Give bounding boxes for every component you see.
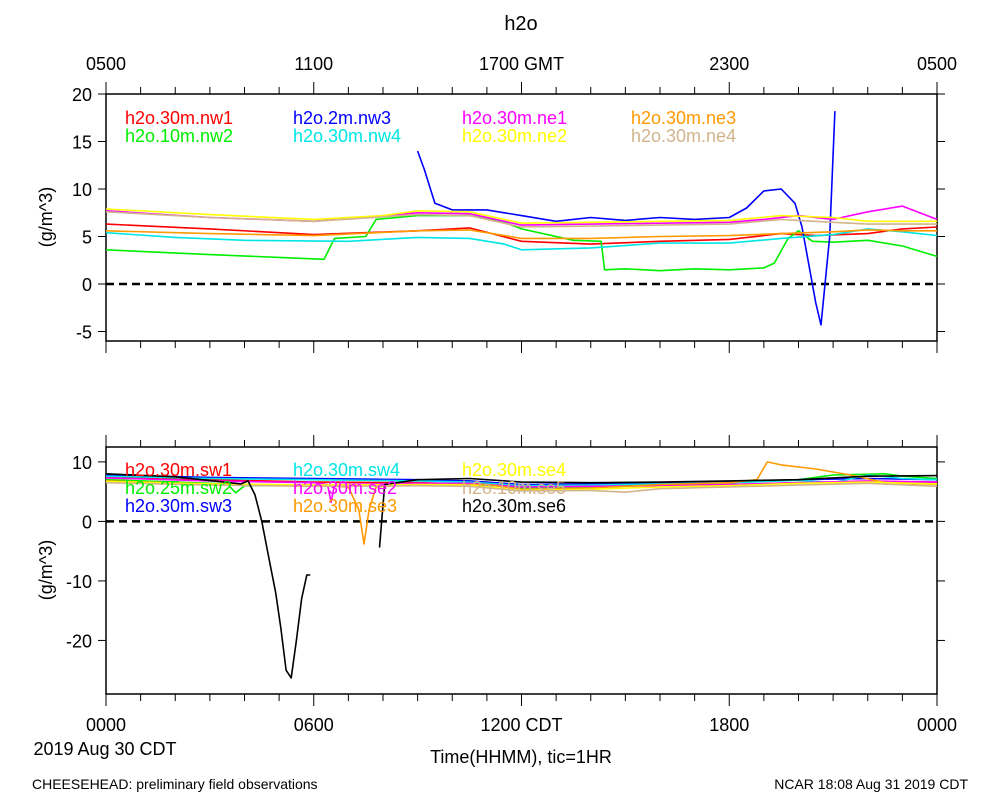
series-line-h2o.30m.nw1 xyxy=(105,223,938,245)
series-line-h2o.30m.nw4 xyxy=(105,228,938,251)
bottom-axis-tick-label: 1800 xyxy=(709,715,749,735)
footer-left: CHEESEHEAD: preliminary field observatio… xyxy=(32,776,318,792)
top-axis-tick-label: 0500 xyxy=(917,54,957,74)
y-tick-label: 0 xyxy=(82,512,92,532)
x-axis-label: Time(HHMM), tic=1HR xyxy=(430,747,612,767)
legend-entry-h2o.30m.sw1: h2o.30m.sw1 xyxy=(125,460,232,480)
legend-entry-h2o.30m.nw1: h2o.30m.nw1 xyxy=(125,108,233,128)
bottom-axis-tick-label: 1200 CDT xyxy=(480,715,562,735)
series-line-h2o.10m.nw2 xyxy=(105,214,938,272)
y-tick-label: -10 xyxy=(66,572,92,592)
top-axis-tick-label: 0500 xyxy=(86,54,126,74)
legend-entry-h2o.10m.nw2: h2o.10m.nw2 xyxy=(125,126,233,146)
y-tick-label: 0 xyxy=(82,275,92,295)
series-line-h2o.30m.ne2 xyxy=(105,208,937,224)
y-tick-label: -20 xyxy=(66,631,92,651)
bottom-panel-series xyxy=(105,461,938,679)
legend-entry-h2o.10m.se5: h2o.10m.se5 xyxy=(462,478,566,498)
series-line-h2o.2m.nw3 xyxy=(416,111,836,326)
top-axis-tick-label: 1100 xyxy=(294,54,333,74)
y-tick-label: 10 xyxy=(72,453,92,473)
y-tick-label: 15 xyxy=(72,133,92,153)
y-tick-label: -5 xyxy=(76,323,92,343)
footer-right: NCAR 18:08 Aug 31 2019 CDT xyxy=(774,776,968,792)
top-panel-legend: h2o.30m.nw1h2o.10m.nw2h2o.2m.nw3h2o.30m.… xyxy=(125,108,736,146)
legend-entry-h2o.30m.se4: h2o.30m.se4 xyxy=(462,460,566,480)
top-panel-y-tick-labels: -5 0 5 10 15 20 xyxy=(72,85,92,343)
legend-entry-h2o.25m.sw2: h2o.25m.sw2 xyxy=(125,478,232,498)
bottom-axis-tick-label: 0600 xyxy=(294,715,334,735)
series-line-h2o.30m.se6 xyxy=(105,473,311,679)
legend-entry-h2o.30m.ne4: h2o.30m.ne4 xyxy=(631,126,736,146)
legend-entry-h2o.30m.ne2: h2o.30m.ne2 xyxy=(462,126,567,146)
legend-entry-h2o.30m.se2: h2o.30m.se2 xyxy=(293,478,397,498)
legend-entry-h2o.30m.ne1: h2o.30m.ne1 xyxy=(462,108,567,128)
top-axis-tick-labels: 0500 1100 1700 GMT 2300 0500 xyxy=(86,54,957,74)
top-panel-series xyxy=(105,111,938,326)
top-axis-tick-label: 1700 GMT xyxy=(479,54,564,74)
series-line-h2o.30m.se6 xyxy=(378,474,938,548)
series-line-h2o.10m.se5 xyxy=(105,481,938,493)
top-panel-ticks xyxy=(98,82,945,353)
bottom-panel-ylabel: (g/m^3) xyxy=(36,540,56,600)
chart-title: h2o xyxy=(504,13,537,35)
y-tick-label: 10 xyxy=(72,180,92,200)
series-line-h2o.30m.se3 xyxy=(105,461,938,545)
top-axis-tick-label: 2300 xyxy=(709,54,749,74)
bottom-axis-tick-label: 0000 xyxy=(917,715,957,735)
legend-entry-h2o.30m.sw4: h2o.30m.sw4 xyxy=(293,460,400,480)
legend-entry-h2o.2m.nw3: h2o.2m.nw3 xyxy=(293,108,391,128)
bottom-axis-tick-label: 0000 xyxy=(86,715,126,735)
legend-entry-h2o.30m.se3: h2o.30m.se3 xyxy=(293,496,397,516)
legend-entry-h2o.30m.nw4: h2o.30m.nw4 xyxy=(293,126,401,146)
bottom-panel-y-tick-labels: -20 -10 0 10 xyxy=(66,453,92,652)
top-panel-ylabel: (g/m^3) xyxy=(36,187,56,247)
series-line-h2o.30m.ne4 xyxy=(105,211,937,228)
y-tick-label: 20 xyxy=(72,85,92,105)
bottom-axis-tick-labels: 0000 0600 1200 CDT 1800 0000 xyxy=(86,715,957,735)
series-line-h2o.10m.nw2 xyxy=(105,229,937,240)
date-label: 2019 Aug 30 CDT xyxy=(33,739,176,759)
series-line-h2o.30m.se4 xyxy=(105,480,938,492)
top-panel: h2o.30m.nw1h2o.10m.nw2h2o.2m.nw3h2o.30m.… xyxy=(36,54,957,353)
legend-entry-h2o.30m.se6: h2o.30m.se6 xyxy=(462,496,566,516)
y-tick-label: 5 xyxy=(82,228,92,248)
legend-entry-h2o.30m.sw3: h2o.30m.sw3 xyxy=(125,496,232,516)
legend-entry-h2o.30m.ne3: h2o.30m.ne3 xyxy=(631,108,736,128)
bottom-panel-ticks xyxy=(98,435,945,706)
